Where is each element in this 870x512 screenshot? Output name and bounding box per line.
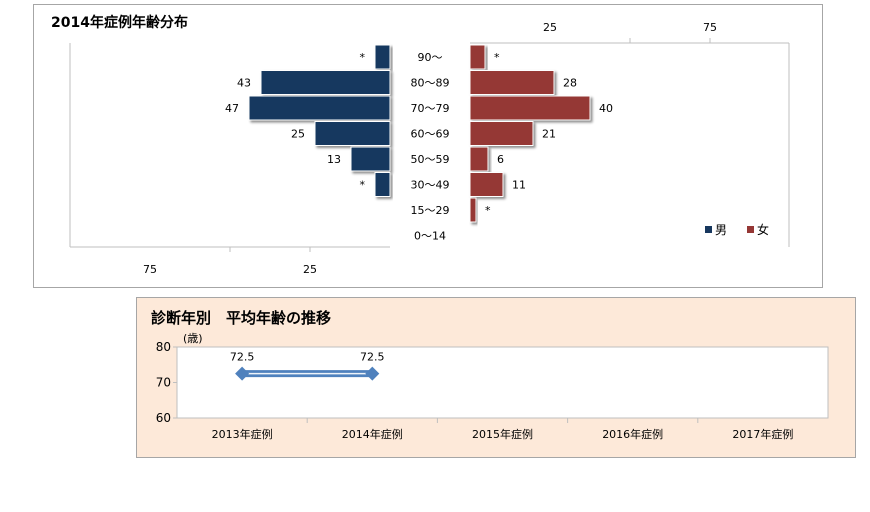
female-value-label: 28 (563, 77, 577, 90)
age-group-label: 50～59 (411, 153, 450, 166)
y-tick-label: 70 (156, 376, 171, 390)
male-value-label: * (360, 51, 366, 64)
pyramid-title: 2014年症例年齢分布 (51, 14, 188, 31)
mean-age-trend-svg: 診断年別 平均年齢の推移 60 70 80 (歳) 2013年症例 2014年症例 2015年… (151, 309, 829, 441)
female-bar (469, 197, 477, 223)
y-tick-label: 80 (156, 340, 171, 354)
y-axis-unit: (歳) (183, 332, 203, 345)
male-bar (248, 95, 391, 121)
female-value-label: 21 (542, 128, 556, 141)
age-group-label: 90～ (418, 51, 443, 64)
male-value-label: 25 (291, 128, 305, 141)
legend-swatch-male (705, 226, 712, 233)
point-value-label: 72.5 (230, 351, 255, 364)
male-tick-label: 25 (303, 263, 317, 276)
female-value-label: * (494, 51, 500, 64)
male-value-label: 13 (327, 153, 341, 166)
mean-age-trend-chart: 診断年別 平均年齢の推移 60 70 80 (歳) 2013年症例 2014年症例 2015年… (136, 297, 856, 458)
female-bar (469, 95, 591, 121)
series-point (365, 366, 380, 381)
male-value-label: * (360, 179, 366, 192)
female-bar (469, 121, 534, 146)
female-tick-label: 25 (543, 21, 557, 34)
age-group-label: 70～79 (411, 102, 450, 115)
female-bar (469, 70, 555, 95)
x-category-label: 2017年症例 (732, 427, 793, 441)
x-category-label: 2014年症例 (342, 427, 403, 441)
male-bar (374, 44, 391, 70)
age-distribution-chart: 2014年症例年齢分布 25 75 75 25 90～ * * 80～89 43 28 70～79 47… (33, 4, 823, 288)
female-value-label: 40 (599, 102, 613, 115)
female-bar (469, 44, 486, 70)
series-point (235, 366, 250, 381)
legend-label-male: 男 (715, 223, 727, 237)
female-bar (469, 146, 489, 172)
female-tick-label: 75 (703, 21, 717, 34)
age-group-label: 60～69 (411, 128, 450, 141)
male-bar (314, 121, 391, 146)
x-category-label: 2015年症例 (472, 427, 533, 441)
female-value-label: 6 (497, 153, 504, 166)
male-bar (350, 146, 391, 172)
legend: 男女 (705, 222, 769, 237)
age-group-label: 80～89 (411, 77, 450, 90)
age-group-label: 15～29 (411, 204, 450, 217)
age-group-label: 30～49 (411, 179, 450, 192)
x-category-label: 2013年症例 (212, 427, 273, 441)
age-group-label: 0～14 (414, 230, 446, 243)
male-bar (374, 172, 391, 197)
female-value-label: 11 (512, 179, 526, 192)
male-value-label: 43 (237, 77, 251, 90)
plot-area (176, 346, 829, 419)
y-tick-label: 60 (156, 411, 171, 425)
x-category-label: 2016年症例 (602, 427, 663, 441)
female-bar (469, 172, 504, 197)
age-distribution-svg: 2014年症例年齢分布 25 75 75 25 90～ * * 80～89 43 28 70～79 47… (51, 14, 790, 276)
female-value-label: * (485, 204, 491, 217)
trend-title: 診断年別 平均年齢の推移 (151, 309, 331, 327)
legend-swatch-female (747, 226, 754, 233)
male-tick-label: 75 (143, 263, 157, 276)
male-bar (260, 70, 391, 95)
point-value-label: 72.5 (360, 351, 385, 364)
male-value-label: 47 (225, 102, 239, 115)
legend-label-female: 女 (757, 222, 769, 237)
